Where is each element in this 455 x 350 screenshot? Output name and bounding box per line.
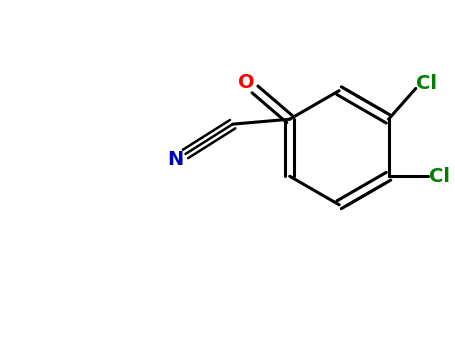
Text: N: N	[167, 150, 184, 169]
Text: O: O	[238, 74, 255, 92]
Text: Cl: Cl	[429, 167, 450, 186]
Text: Cl: Cl	[416, 74, 437, 93]
